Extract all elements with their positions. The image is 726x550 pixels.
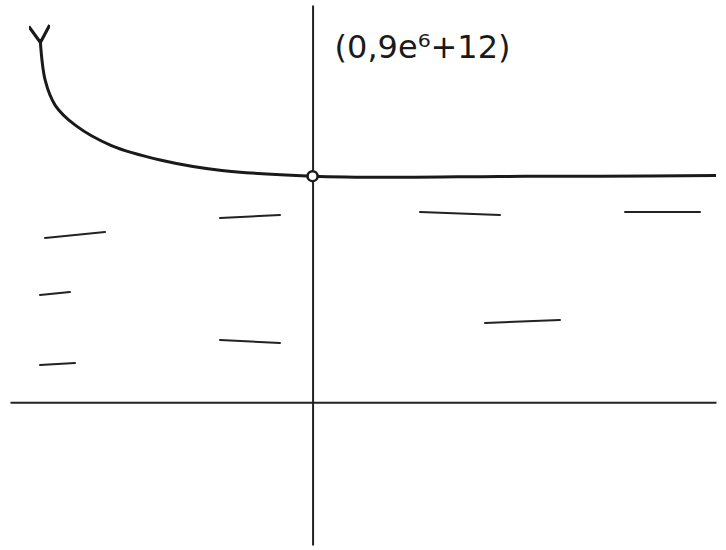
point <box>308 171 318 181</box>
y-axis <box>313 6 314 546</box>
shading-dash <box>40 292 70 295</box>
annotations: (0,9e⁶+12) <box>335 28 511 66</box>
shading-dash <box>220 215 280 218</box>
point-label: (0,9e⁶+12) <box>335 28 511 66</box>
chart: (0,9e⁶+12) <box>0 0 726 550</box>
shading-dash <box>220 340 280 343</box>
plot: (0,9e⁶+12) <box>11 6 717 546</box>
shading-dash <box>485 320 560 323</box>
shading-dash <box>420 212 500 215</box>
shading <box>40 212 700 365</box>
axis-line <box>11 402 717 404</box>
shading-dash <box>45 232 105 238</box>
shading-dash <box>40 363 75 365</box>
axis-line <box>312 6 314 546</box>
x-axis <box>11 402 717 403</box>
shading-dash <box>625 211 700 213</box>
